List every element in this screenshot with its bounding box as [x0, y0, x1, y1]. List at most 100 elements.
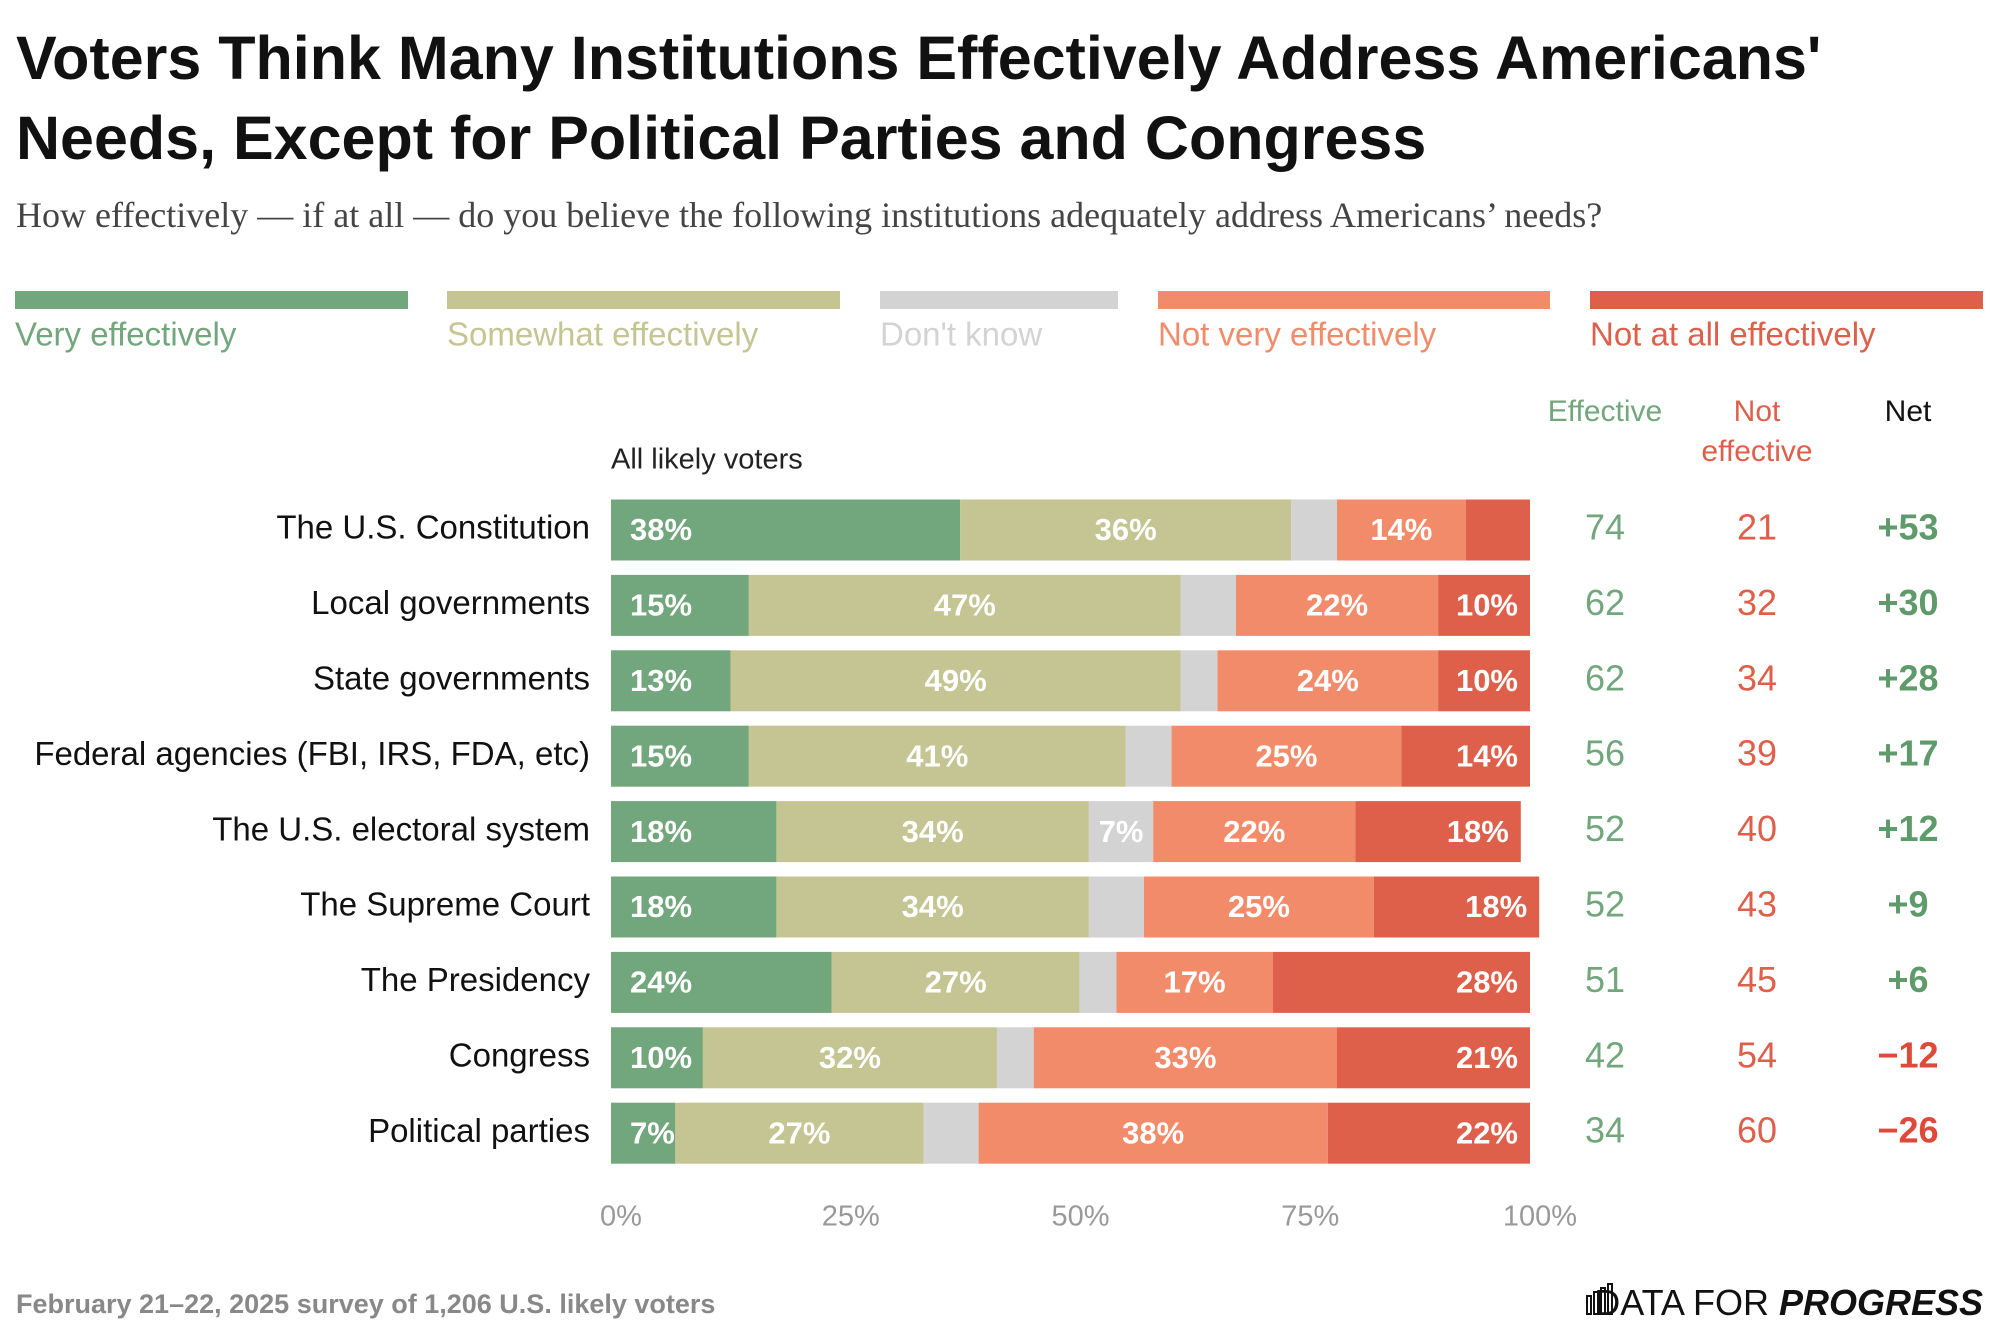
bar-value-label: 38%: [1122, 1115, 1184, 1150]
bar-segment: [1079, 951, 1117, 1013]
column-value: 42: [1585, 1034, 1625, 1075]
column-value: 34: [1585, 1110, 1625, 1151]
bar-value-label: 14%: [1456, 738, 1518, 773]
bar-value-label: 41%: [906, 738, 968, 773]
logo-icon: [1600, 1287, 1606, 1315]
x-tick-label: 100%: [1503, 1201, 1577, 1233]
bar-segment: [1088, 876, 1145, 938]
bar-segment: [748, 725, 1126, 787]
column-value: 32: [1737, 582, 1777, 623]
bar-value-label: 36%: [1095, 512, 1157, 547]
column-value: −26: [1877, 1110, 1938, 1151]
bar-value-label: 17%: [1164, 965, 1226, 1000]
bar-value-label: 47%: [934, 588, 996, 623]
bar-segment: [1217, 650, 1439, 712]
bar-segment: [1337, 499, 1466, 561]
column-value: 39: [1737, 733, 1777, 774]
x-tick-label: 50%: [1051, 1201, 1109, 1233]
column-value: 52: [1585, 808, 1625, 849]
bar-segment: [776, 801, 1089, 863]
bar-value-label: 27%: [768, 1115, 830, 1150]
category-label: The U.S. electoral system: [212, 810, 590, 847]
bar-segment: [611, 574, 749, 636]
bar-segment: [1235, 574, 1439, 636]
bar-segment: [1327, 1102, 1530, 1164]
bar-segment: [996, 1027, 1034, 1089]
bar-value-label: 22%: [1223, 814, 1285, 849]
bar-segment: [1438, 650, 1530, 712]
bar-value-label: 21%: [1456, 1040, 1518, 1075]
legend-swatch: [447, 291, 840, 309]
bar-value-label: 7%: [630, 1115, 675, 1150]
bar-value-label: 18%: [1447, 814, 1509, 849]
bar-value-label: 25%: [1255, 738, 1317, 773]
column-value: 62: [1585, 657, 1625, 698]
x-tick-label: 25%: [822, 1201, 880, 1233]
bar-value-label: 14%: [1370, 512, 1432, 547]
legend-label: Somewhat effectively: [447, 316, 759, 353]
legend-swatch: [1158, 291, 1550, 309]
bar-value-label: 34%: [902, 889, 964, 924]
bar-value-label: 24%: [630, 965, 692, 1000]
bar-value-label: 18%: [630, 814, 692, 849]
bar-segment: [960, 499, 1292, 561]
bar-segment: [831, 951, 1080, 1013]
bar-segment: [611, 1102, 676, 1164]
legend-label: Not very effectively: [1158, 316, 1437, 353]
category-label: The U.S. Constitution: [276, 509, 590, 546]
bar-value-label: 22%: [1456, 1115, 1518, 1150]
bar-segment: [1373, 876, 1540, 938]
legend-swatch: [880, 291, 1118, 309]
column-value: +9: [1887, 884, 1928, 925]
bar-value-label: 34%: [902, 814, 964, 849]
chart-subtitle: How effectively — if at all — do you bel…: [16, 195, 1603, 235]
bar-segment: [1153, 801, 1356, 863]
legend-swatch: [15, 291, 408, 309]
logo-text: DATA FOR: [1594, 1282, 1769, 1323]
column-value: 54: [1737, 1034, 1777, 1075]
column-value: 45: [1737, 959, 1777, 1000]
bar-value-label: 22%: [1306, 588, 1368, 623]
footer: February 21–22, 2025 survey of 1,206 U.S…: [16, 1289, 715, 1319]
column-value: 40: [1737, 808, 1777, 849]
column-value: +6: [1887, 959, 1928, 1000]
legend-label: Don't know: [880, 316, 1042, 353]
bar-segment: [748, 574, 1181, 636]
bar-segment: [611, 1027, 703, 1089]
bar-value-label: 18%: [1465, 889, 1527, 924]
column-value: 56: [1585, 733, 1625, 774]
chart-title: Voters Think Many Institutions Effective…: [16, 24, 1822, 172]
bar-value-label: 38%: [630, 512, 692, 547]
bar-value-label: 10%: [1456, 663, 1518, 698]
bar-segment: [1033, 1027, 1338, 1089]
column-value: 74: [1585, 507, 1625, 548]
bar-segment: [776, 876, 1089, 938]
category-label: The Presidency: [361, 961, 591, 998]
column-value: 34: [1737, 657, 1777, 698]
column-header: Not effective: [1701, 395, 1813, 468]
group-label: All likely voters: [611, 444, 803, 476]
column-value: −12: [1877, 1034, 1938, 1075]
bar-value-label: 49%: [925, 663, 987, 698]
category-label: Federal agencies (FBI, IRS, FDA, etc): [34, 735, 590, 772]
category-label: Local governments: [311, 584, 590, 621]
bar-segment: [611, 499, 961, 561]
bar-segment: [675, 1102, 924, 1164]
bar-value-label: 15%: [630, 738, 692, 773]
logo-icon: [1586, 1295, 1592, 1315]
legend-swatch: [1590, 291, 1983, 309]
column-value: +17: [1877, 733, 1938, 774]
bar-segment: [1337, 1027, 1530, 1089]
bar-segment: [1401, 725, 1530, 787]
column-header: Effective: [1547, 395, 1663, 428]
column-header: Net: [1884, 395, 1932, 428]
bar-value-label: 10%: [630, 1040, 692, 1075]
bar-segment: [611, 725, 749, 787]
column-value: +12: [1877, 808, 1938, 849]
column-value: 62: [1585, 582, 1625, 623]
bar-segment: [1465, 499, 1530, 561]
column-value: +28: [1877, 657, 1938, 698]
bar-segment: [1438, 574, 1530, 636]
